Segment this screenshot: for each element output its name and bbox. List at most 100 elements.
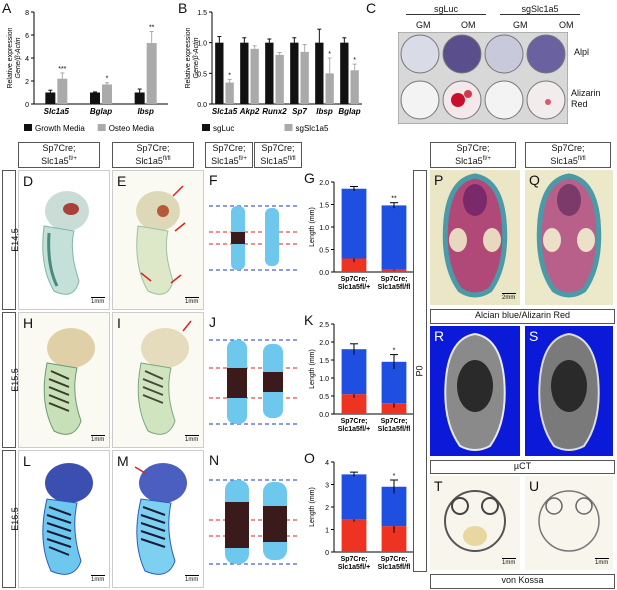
chart-b-bar-4-1 xyxy=(325,73,334,104)
header-hom-col2-gene: Slc1a5 xyxy=(260,156,288,166)
header-het-p0: Sp7Cre; Slc1a5fl/+ xyxy=(430,142,516,168)
well-ar-luc-gm xyxy=(400,80,440,120)
chart-b-bar-5-0 xyxy=(340,42,349,104)
header-het-col1-gene: Slc1a5 xyxy=(41,156,69,166)
chart-b-bar-1-1 xyxy=(250,48,259,104)
chart-b-bar-3-0 xyxy=(290,42,299,104)
chart-k-ytick-label-4: 2.0 xyxy=(319,340,329,347)
header-hom-col1-line2: Slc1a5fl/fl xyxy=(113,154,193,167)
panel-label-s: S xyxy=(529,328,539,344)
row-alizarin-red: Alizarin Red xyxy=(571,88,601,110)
chart-o-xtick-0: Sp7Cre; Slc1a5fl/+ xyxy=(338,556,371,571)
chart-a-sig-0: *** xyxy=(58,66,66,73)
chart-o-bar-0-0 xyxy=(341,519,367,552)
header-hom-col1: Sp7Cre; Slc1a5fl/fl xyxy=(112,142,194,168)
bone-n-svg xyxy=(209,479,297,565)
row-alpl: Alpl xyxy=(574,47,590,57)
chart-a-bar-2-0 xyxy=(134,92,145,104)
chart-o-xtick-1: Sp7Cre; Slc1a5fl/fl xyxy=(378,556,411,571)
well-alpl-slc-gm xyxy=(484,34,524,74)
chart-a-legend-label-0: Growth Media xyxy=(35,124,85,133)
col-gm-2: GM xyxy=(513,20,528,30)
chart-g-xtick-1: Sp7Cre; Slc1a5fl/fl xyxy=(378,276,411,291)
chart-k-xtick-1: Sp7Cre; Slc1a5fl/fl xyxy=(378,418,411,433)
panel-label-q: Q xyxy=(529,172,540,188)
scalebar-t: 1mm xyxy=(502,558,516,566)
header-het-col2-allele: fl/+ xyxy=(238,156,247,162)
panel-label-l: L xyxy=(23,453,31,469)
chart-o-ytick-label-2: 2 xyxy=(325,505,329,512)
chart-o-ytick-label-3: 3 xyxy=(325,483,329,490)
chart-g-ytick-label-1: 0.5 xyxy=(319,248,329,255)
header-hom-col2-line1: Sp7Cre; xyxy=(261,143,295,153)
col-sgluc: sgLuc xyxy=(406,4,486,15)
chart-g-ylabel: Length (mm) xyxy=(309,207,316,247)
panel-label-i: I xyxy=(117,315,121,331)
chart-b-xtick-5: Bglap xyxy=(338,107,360,116)
header-het-col1: Sp7Cre; Slc1a5fl/+ xyxy=(18,142,100,168)
chart-g-sig-1: ** xyxy=(391,196,397,203)
scalebar-e-label: 1mm xyxy=(185,299,199,305)
panel-label-d: D xyxy=(23,173,34,189)
chart-a-ytick-label-0: 0 xyxy=(25,102,29,109)
embryo-photo-e: E 1mm xyxy=(112,170,204,310)
header-hom-col2-allele: fl/fl xyxy=(287,156,296,162)
chart-a-xtick-1: Bglap xyxy=(90,107,112,116)
chart-b: 0.0 0.5 1.0 1.5 Relative expressionGene/β-Ac… xyxy=(185,10,362,133)
embryo-photo-i: I 1mm xyxy=(112,312,204,448)
scalebar-l: 1mm xyxy=(91,575,105,583)
chart-k-ytick-label-0: 0.0 xyxy=(319,412,329,419)
well-ar-slc-gm xyxy=(484,80,524,120)
well-ar-luc-om-spot xyxy=(464,90,472,98)
scalebar-m: 1mm xyxy=(185,575,199,583)
scalebar-e: 1mm xyxy=(185,297,199,305)
panel-label-h: H xyxy=(23,315,34,331)
chart-b-bar-2-1 xyxy=(275,54,284,104)
chart-a-ytick-label-2: 4 xyxy=(25,56,29,63)
chart-b-sig-5: * xyxy=(353,57,356,64)
chart-k-ytick-label-2: 1.0 xyxy=(319,376,329,383)
chart-b-sig-4: * xyxy=(328,51,331,58)
scalebar-u: 1mm xyxy=(595,558,609,566)
scalebar-l-label: 1mm xyxy=(91,577,105,583)
scalebar-i-label: 1mm xyxy=(185,437,199,443)
header-hom-p0-line2: Slc1a5fl/fl xyxy=(526,154,610,167)
chart-g-ytick-label-0: 0.0 xyxy=(319,270,329,277)
chart-g-bar-1-0 xyxy=(381,269,407,272)
bone-n-het-ossified xyxy=(225,502,249,548)
bone-f-hom xyxy=(265,208,279,266)
scalebar-d-label: 1mm xyxy=(91,299,105,305)
stage-e165: E16.5 xyxy=(2,450,20,588)
embryo-i-skeleton xyxy=(137,320,192,435)
header-hom-col2: Sp7Cre; Slc1a5fl/fl xyxy=(254,142,302,168)
chart-a-ytick-label-1: 2 xyxy=(25,79,29,86)
header-het-col1-line2: Slc1a5fl/+ xyxy=(19,154,99,167)
bone-photo-j: J xyxy=(205,312,300,446)
vonkossa-t-svg xyxy=(444,490,506,552)
embryo-photo-l: L 1mm xyxy=(18,450,110,588)
chart-o-ytick-label-1: 1 xyxy=(325,528,329,535)
chart-b-bar-5-1 xyxy=(350,70,359,104)
chart-a-xtick-0: Slc1a5 xyxy=(44,107,70,116)
chart-a-bar-1-1 xyxy=(102,84,112,104)
scalebar-h-label: 1mm xyxy=(91,437,105,443)
header-het-col1-line1: Sp7Cre; xyxy=(42,143,76,153)
col-om-2: OM xyxy=(559,20,574,30)
header-het-p0-allele: fl/+ xyxy=(482,156,491,162)
header-het-col2: Sp7Cre; Slc1a5fl/+ xyxy=(205,142,253,168)
chart-g-xtick-0: Sp7Cre; Slc1a5fl/+ xyxy=(338,276,371,291)
chart-b-ytick-label-3: 1.5 xyxy=(197,10,207,17)
row-alizarin-red-line1: Alizarin xyxy=(571,88,601,98)
row-alizarin-red-line2: Red xyxy=(571,99,588,109)
panel-label-p: P xyxy=(434,172,444,188)
chart-k-sig-1: * xyxy=(393,348,396,355)
bone-n-hom-ossified xyxy=(263,506,287,542)
chart-a-bar-2-1 xyxy=(146,43,157,104)
chart-b-bar-1-0 xyxy=(240,42,249,104)
chart-a-sig-1: * xyxy=(106,76,109,83)
header-het-col2-line1: Sp7Cre; xyxy=(212,143,246,153)
scalebar-h: 1mm xyxy=(91,435,105,443)
chart-g-ytick-label-2: 1.0 xyxy=(319,225,329,232)
chart-b-sig-0: * xyxy=(228,72,231,79)
